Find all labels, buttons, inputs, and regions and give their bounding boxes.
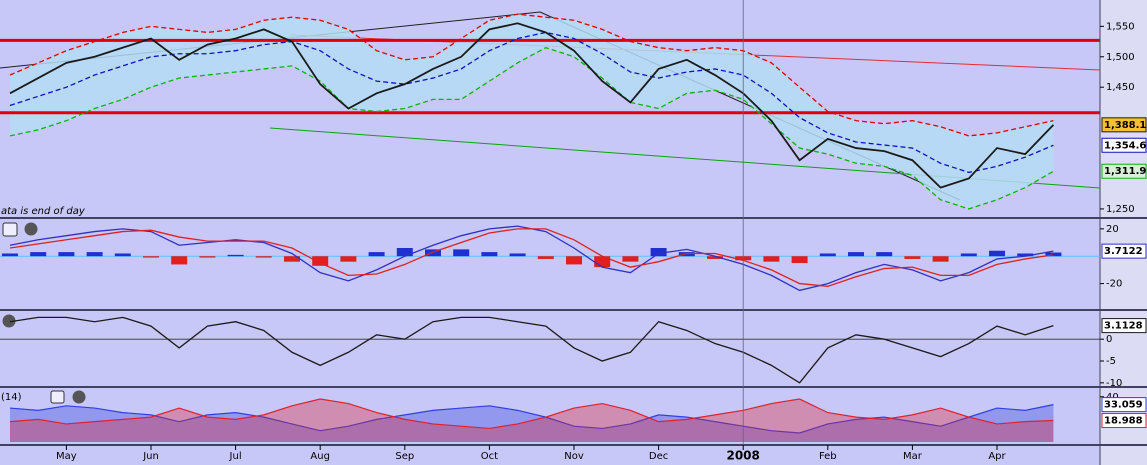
x-tick-label: Sep — [395, 451, 414, 462]
histogram-bar — [30, 252, 47, 257]
histogram-bar — [1017, 253, 1034, 257]
histogram-bar — [171, 256, 188, 265]
series-area — [10, 399, 1054, 442]
y-tick-label: -5 — [1106, 356, 1116, 367]
x-tick-label: Nov — [564, 451, 584, 462]
value-tag: 3.1128 — [1104, 321, 1143, 332]
histogram-bar — [1045, 252, 1062, 257]
x-tick-label: 2008 — [726, 449, 759, 463]
x-tick-label: Oct — [481, 451, 498, 462]
histogram-bar — [932, 256, 949, 262]
value-tag-box — [1101, 137, 1147, 153]
histogram-bar — [86, 252, 103, 257]
histogram-bar — [58, 252, 75, 257]
histogram-bar — [989, 250, 1005, 257]
series-line — [9, 13, 1054, 137]
window-button[interactable] — [50, 390, 65, 404]
x-tick-label: Apr — [988, 451, 1006, 462]
value-tag-box — [1101, 163, 1147, 179]
close-button[interactable] — [72, 390, 86, 404]
value-tag: 1,388.17 — [1104, 120, 1147, 131]
x-tick-label: Mar — [903, 451, 923, 462]
panel-buttons — [2, 222, 86, 404]
histogram-bar — [707, 256, 723, 259]
band-area — [10, 14, 1054, 209]
histogram-bar — [312, 256, 329, 266]
y-tick-label: -10 — [1106, 378, 1122, 389]
x-tick-label: Feb — [819, 451, 837, 462]
y-tick-label: 1,500 — [1106, 52, 1135, 63]
histogram-bar — [763, 256, 780, 262]
series-line — [9, 316, 1054, 384]
panel-label: (14) — [1, 392, 22, 403]
histogram-bar — [848, 252, 864, 257]
value-tag-box — [1101, 117, 1147, 133]
y-tick-label: 0 — [1106, 334, 1112, 345]
series-line — [9, 46, 1054, 210]
value-tag-box — [1101, 243, 1147, 259]
x-tick-label: Jul — [229, 451, 242, 462]
histogram-bar — [143, 256, 159, 258]
x-tick-label: May — [56, 451, 77, 462]
histogram-bar — [566, 256, 582, 265]
histogram-bar — [904, 256, 921, 259]
series-line — [9, 22, 1055, 189]
value-tag: 1,354.6 — [1104, 140, 1146, 151]
histogram-bar — [791, 256, 808, 264]
histogram-bar — [396, 248, 413, 257]
histogram-bar — [876, 252, 893, 257]
annotation: ata is end of day — [1, 206, 86, 217]
histogram-bar — [199, 256, 216, 258]
histogram-bar — [453, 249, 470, 257]
histogram-bar — [509, 253, 526, 257]
y-tick-label: 1,250 — [1106, 204, 1135, 215]
y-tick-label: 20 — [1106, 224, 1119, 235]
x-tick-label: Jun — [142, 451, 159, 462]
histogram-bar — [650, 248, 667, 257]
histogram-bar — [819, 253, 836, 257]
histogram-bar — [2, 253, 18, 257]
value-tag-box — [1101, 413, 1147, 429]
value-tag: 18.988 — [1104, 416, 1143, 427]
histogram-bar — [284, 256, 300, 262]
x-tick-label: Aug — [310, 451, 330, 462]
histogram-bar — [114, 253, 131, 257]
x-tick-label: Dec — [649, 451, 668, 462]
histogram-bar — [368, 252, 385, 257]
window-button[interactable] — [2, 222, 18, 237]
histogram-bar — [227, 254, 244, 257]
histogram-bar — [678, 252, 695, 257]
close-button[interactable] — [2, 314, 16, 328]
value-tag-box — [1101, 397, 1147, 413]
histogram-bar — [481, 252, 498, 257]
value-tag: 3.7122 — [1104, 246, 1143, 257]
close-button[interactable] — [24, 222, 38, 236]
histogram-bar — [255, 256, 272, 258]
series-line — [9, 31, 1054, 174]
histogram-bar — [594, 256, 611, 268]
series-line — [9, 404, 1054, 434]
y-tick-label: 1,550 — [1106, 21, 1135, 32]
series-line — [9, 398, 1054, 430]
y-tick-label: 1,450 — [1106, 82, 1135, 93]
histogram-bar — [622, 256, 639, 262]
histogram-bar — [960, 253, 977, 257]
value-tag: 1,311.9 — [1104, 166, 1146, 177]
value-tag: 33.059 — [1104, 400, 1143, 411]
series-line — [9, 228, 1054, 287]
value-tag-box — [1101, 318, 1147, 334]
histogram-bar — [340, 256, 357, 262]
histogram-bar — [537, 256, 554, 259]
y-tick-label: -20 — [1106, 279, 1122, 290]
